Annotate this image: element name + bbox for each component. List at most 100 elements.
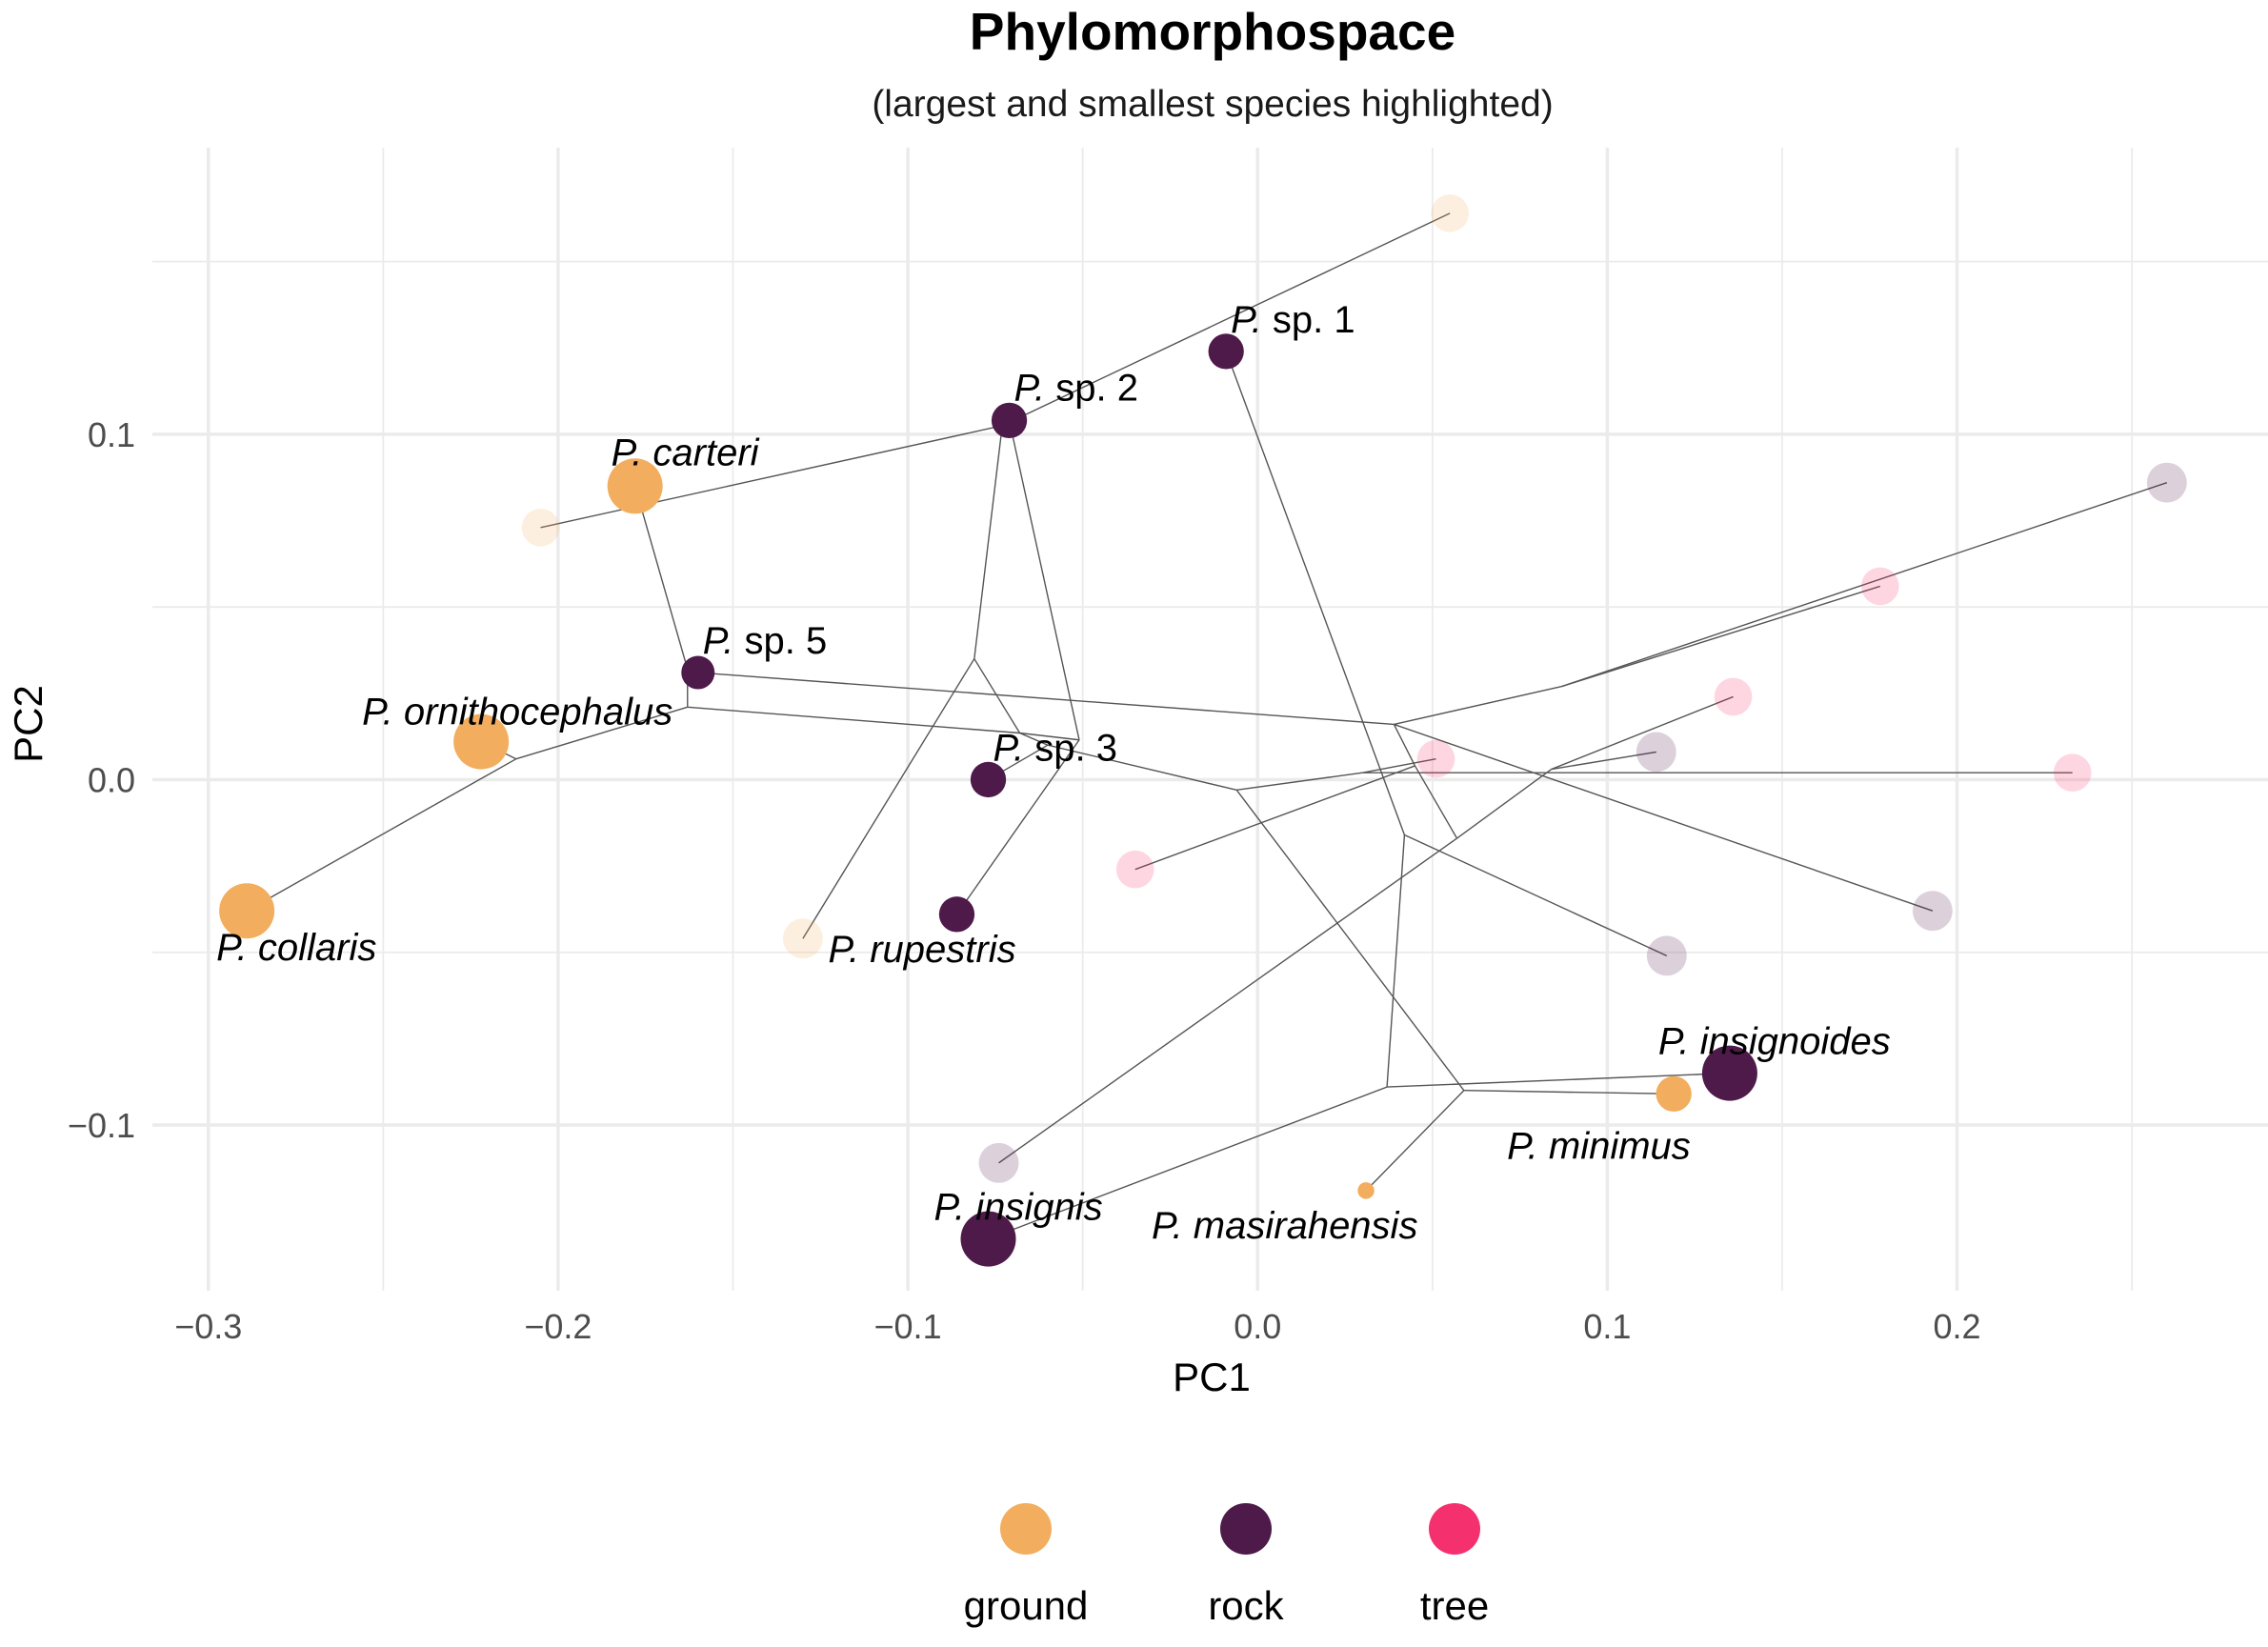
species-point-highlighted xyxy=(1701,1045,1757,1101)
y-tick-label: 0.0 xyxy=(88,760,135,799)
legend-item-tree: tree xyxy=(1420,1503,1489,1628)
species-label: P. insignis xyxy=(934,1187,1103,1229)
tree-edge xyxy=(1235,789,1465,1092)
species-label: P. sp. 3 xyxy=(994,727,1117,769)
tree-edge xyxy=(1019,732,1080,741)
species-point xyxy=(1714,677,1753,716)
tree-edge xyxy=(1414,765,1458,839)
species-point xyxy=(1912,891,1953,932)
species-point xyxy=(1115,850,1154,889)
x-tick-label: 0.2 xyxy=(1934,1307,1981,1346)
species-label: P. collaris xyxy=(216,927,376,969)
species-point-highlighted xyxy=(453,713,510,770)
species-label: P. minimus xyxy=(1507,1125,1691,1167)
species-labels: P. carteri P. ornithocephalus P. collaris P… xyxy=(216,299,1891,1247)
legend-swatch xyxy=(1000,1503,1052,1555)
y-tick-label: −0.1 xyxy=(68,1106,135,1145)
tree-edge xyxy=(802,658,975,939)
species-label: P. carteri xyxy=(612,432,760,473)
tree-edge xyxy=(988,1086,1388,1240)
x-tick-label: −0.1 xyxy=(874,1307,942,1346)
x-tick-label: 0.0 xyxy=(1234,1307,1281,1346)
species-point-highlighted xyxy=(970,761,1007,798)
tree-edge xyxy=(1386,834,1406,1088)
tree-edge xyxy=(955,739,1080,915)
chart-title: Phylomorphospace xyxy=(970,2,1455,61)
tree-edge xyxy=(973,658,1021,733)
species-point xyxy=(1636,732,1676,773)
tree-edge xyxy=(998,837,1457,1164)
species-point xyxy=(1416,739,1455,778)
species-label: P. ornithocephalus xyxy=(362,692,672,733)
tree-edge xyxy=(1463,1090,1675,1095)
tree-edge xyxy=(1551,751,1656,771)
species-point xyxy=(782,918,823,959)
species-point-highlighted xyxy=(607,458,663,514)
tree-edge xyxy=(1365,1090,1465,1192)
tree-edge xyxy=(1019,732,1049,746)
species-point xyxy=(2146,462,2187,503)
species-point xyxy=(1860,567,1899,606)
y-axis-title: PC2 xyxy=(6,685,50,763)
tree-edge xyxy=(515,706,688,760)
tree-edge xyxy=(1393,724,1416,767)
species-point-highlighted xyxy=(1208,333,1244,370)
x-tick-label: −0.3 xyxy=(174,1307,242,1346)
chart-subtitle: (largest and smallest species highlighte… xyxy=(872,84,1553,125)
species-point-highlighted xyxy=(219,883,275,939)
species-label: P. insignoides xyxy=(1658,1021,1891,1063)
tree-edge xyxy=(634,486,689,670)
legend-label: tree xyxy=(1420,1583,1489,1628)
tree-edge xyxy=(540,425,1003,529)
tree-edge xyxy=(1561,481,2168,688)
species-point-highlighted xyxy=(960,1211,1016,1267)
species-point xyxy=(1646,935,1687,976)
species-point-highlighted xyxy=(1357,1182,1375,1199)
species-label: P. masirahensis xyxy=(1152,1205,1417,1247)
tree-edge xyxy=(1047,744,1237,792)
species-points xyxy=(219,194,2187,1267)
tree-edge xyxy=(1225,351,1406,835)
species-label: P. sp. 2 xyxy=(1014,367,1138,409)
species-point xyxy=(978,1142,1019,1183)
y-tick-label: 0.1 xyxy=(88,415,135,454)
legend-label: ground xyxy=(964,1583,1089,1628)
tree-edge xyxy=(1456,769,1553,839)
tree-edge xyxy=(1362,758,1436,773)
species-point-highlighted xyxy=(1656,1075,1692,1113)
tree-edge xyxy=(1394,723,1934,912)
gridlines xyxy=(152,148,2268,1291)
legend-swatch xyxy=(1220,1503,1272,1555)
legend-label: rock xyxy=(1208,1583,1284,1628)
x-tick-label: 0.1 xyxy=(1583,1307,1631,1346)
species-point xyxy=(1431,194,1469,232)
tree-edge xyxy=(1236,772,1363,792)
tree-edge xyxy=(1008,420,1080,740)
legend-item-ground: ground xyxy=(964,1503,1089,1628)
species-label: P. rupestris xyxy=(828,929,1015,971)
phylogeny-edges xyxy=(246,212,2168,1240)
species-label: P. sp. 1 xyxy=(1231,299,1355,341)
tree-edge xyxy=(1134,765,1415,871)
legend: ground rock tree xyxy=(964,1503,1489,1628)
tree-edge xyxy=(1551,695,1734,771)
species-point-highlighted xyxy=(681,655,715,690)
species-label: P. sp. 5 xyxy=(703,620,827,662)
legend-item-rock: rock xyxy=(1208,1503,1285,1628)
species-point xyxy=(521,508,560,547)
tree-edge xyxy=(1387,1072,1730,1088)
tree-edge xyxy=(687,706,1020,734)
tree-edge xyxy=(973,425,1003,659)
tree-edge xyxy=(1394,685,1562,726)
legend-swatch xyxy=(1429,1503,1480,1555)
tree-edge xyxy=(1404,834,1668,956)
species-point-highlighted xyxy=(938,896,975,933)
x-tick-label: −0.2 xyxy=(524,1307,592,1346)
tree-edge xyxy=(246,758,517,912)
tree-edge xyxy=(1001,212,1451,427)
x-axis-title: PC1 xyxy=(1173,1355,1251,1399)
species-point xyxy=(2053,753,2092,792)
species-point-highlighted xyxy=(991,402,1028,439)
